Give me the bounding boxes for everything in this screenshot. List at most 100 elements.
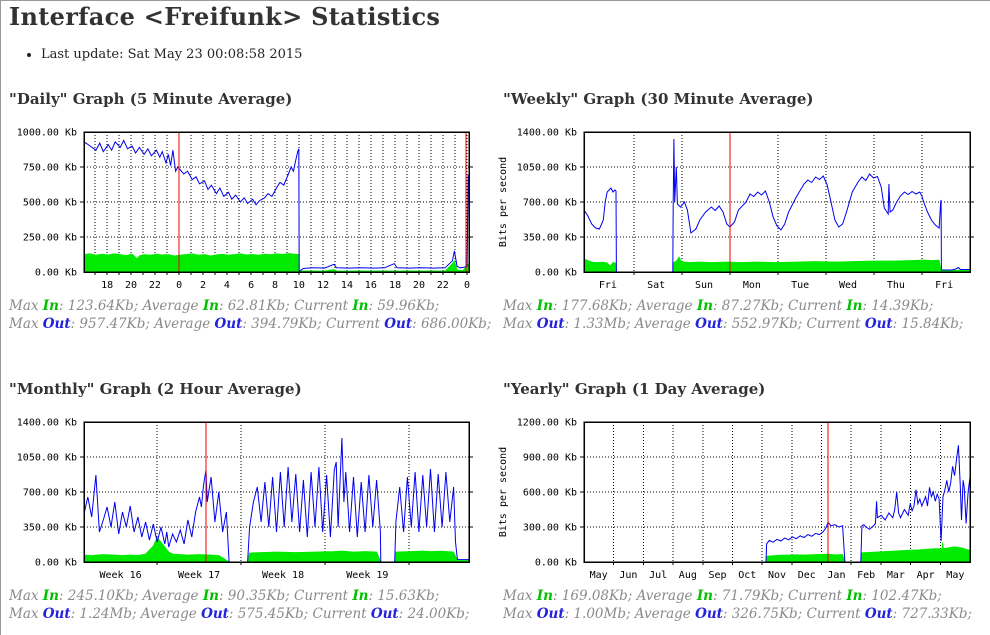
svg-text:Sep: Sep — [709, 570, 727, 581]
svg-text:Week 19: Week 19 — [346, 570, 388, 581]
stat-term-in: In — [352, 298, 369, 314]
svg-text:Nov: Nov — [768, 570, 786, 581]
graph-image-monthly: 1400.00 Kb 1050.00 Kb 700.00 Kb 350.00 Kb 0.… — [17, 418, 473, 581]
svg-text:700.00 Kb: 700.00 Kb — [523, 198, 577, 209]
stat-term-in: In — [42, 298, 59, 314]
svg-text:250.00 Kb: 250.00 Kb — [23, 233, 77, 244]
page-title: Interface <Freifunk> Statistics — [9, 2, 441, 31]
stat-line-out: Max Out: 1.24Mb; Average Out: 575.45Kb; … — [9, 606, 470, 622]
svg-text:12: 12 — [317, 280, 329, 291]
svg-text:500.00 Kb: 500.00 Kb — [23, 198, 77, 209]
svg-text:350.00 Kb: 350.00 Kb — [523, 233, 577, 244]
svg-text:300.00 Kb: 300.00 Kb — [523, 523, 577, 534]
stat-line-in: Max In: 169.08Kb; Average In: 71.79Kb; C… — [503, 588, 942, 604]
svg-text:16: 16 — [365, 280, 377, 291]
stat-term-in: In — [202, 588, 219, 604]
svg-text:Wed: Wed — [839, 280, 857, 291]
svg-text:Dec: Dec — [798, 570, 816, 581]
stat-term-out: Out — [42, 316, 71, 332]
stat-term-in: In — [846, 588, 863, 604]
stat-term-out: Out — [384, 316, 413, 332]
svg-text:20: 20 — [125, 280, 137, 291]
stat-term-in: In — [202, 298, 219, 314]
svg-text:Jun: Jun — [619, 570, 637, 581]
svg-text:Mon: Mon — [743, 280, 761, 291]
svg-text:Thu: Thu — [887, 280, 905, 291]
svg-text:Fri: Fri — [599, 280, 617, 291]
meta-list: Last update: Sat May 23 00:08:58 2015 — [15, 47, 302, 62]
svg-text:May: May — [590, 570, 608, 581]
svg-text:Tue: Tue — [791, 280, 809, 291]
last-update-value: Sat May 23 00:08:58 2015 — [127, 47, 303, 62]
stats-weekly: Max In: 177.68Kb; Average In: 87.27Kb; C… — [503, 297, 963, 333]
stat-term-out: Out — [864, 316, 893, 332]
stat-line-out: Max Out: 1.33Mb; Average Out: 552.97Kb; … — [503, 316, 964, 332]
svg-text:Jan: Jan — [827, 570, 845, 581]
svg-text:600.00 Kb: 600.00 Kb — [523, 488, 577, 499]
svg-text:2: 2 — [200, 280, 206, 291]
svg-text:20: 20 — [413, 280, 425, 291]
svg-text:Week 16: Week 16 — [99, 570, 141, 581]
svg-text:Feb: Feb — [857, 570, 875, 581]
last-update-item: Last update: Sat May 23 00:08:58 2015 — [41, 47, 302, 62]
stat-line-in: Max In: 245.10Kb; Average In: 90.35Kb; C… — [9, 588, 440, 604]
stat-term-out: Out — [536, 316, 565, 332]
stat-term-out: Out — [214, 316, 243, 332]
graph-title-yearly: "Yearly" Graph (1 Day Average) — [503, 380, 766, 398]
graph-image-yearly: 1200.00 Kb 900.00 Kb 600.00 Kb 300.00 Kb 0.0… — [498, 418, 974, 581]
svg-text:1400.00 Kb: 1400.00 Kb — [517, 128, 577, 139]
svg-text:Week 17: Week 17 — [178, 570, 220, 581]
svg-text:4: 4 — [224, 280, 230, 291]
graph-title-monthly: "Monthly" Graph (2 Hour Average) — [9, 380, 302, 398]
svg-text:Bits per second: Bits per second — [498, 157, 509, 247]
stat-term-out: Out — [695, 316, 723, 332]
stat-term-in: In — [536, 588, 553, 604]
stat-term-in: In — [352, 588, 369, 604]
last-update-label: Last update: — [41, 47, 124, 62]
svg-text:750.00 Kb: 750.00 Kb — [23, 163, 77, 174]
stat-line-in: Max In: 177.68Kb; Average In: 87.27Kb; C… — [503, 298, 934, 314]
graph-title-daily: "Daily" Graph (5 Minute Average) — [9, 90, 293, 108]
stat-term-in: In — [846, 298, 863, 314]
svg-text:22: 22 — [437, 280, 449, 291]
stat-term-out: Out — [864, 606, 893, 622]
svg-text:Sun: Sun — [695, 280, 713, 291]
svg-text:Apr: Apr — [917, 570, 935, 581]
stat-term-out: Out — [536, 606, 565, 622]
stat-line-in: Max In: 123.64Kb; Average In: 62.81Kb; C… — [9, 298, 440, 314]
svg-text:900.00 Kb: 900.00 Kb — [523, 453, 577, 464]
svg-text:Jul: Jul — [649, 570, 667, 581]
svg-text:1050.00 Kb: 1050.00 Kb — [17, 453, 77, 464]
graph-title-weekly: "Weekly" Graph (30 Minute Average) — [503, 90, 814, 108]
svg-text:0: 0 — [464, 280, 470, 291]
svg-text:10: 10 — [293, 280, 305, 291]
svg-text:Fri: Fri — [935, 280, 953, 291]
svg-text:Oct: Oct — [738, 570, 756, 581]
svg-text:Aug: Aug — [679, 570, 697, 581]
svg-text:Sat: Sat — [647, 280, 665, 291]
svg-text:18: 18 — [389, 280, 401, 291]
svg-text:0.00 Kb: 0.00 Kb — [35, 558, 77, 569]
stat-term-out: Out — [201, 606, 229, 622]
svg-text:14: 14 — [341, 280, 353, 291]
svg-text:1400.00 Kb: 1400.00 Kb — [17, 418, 77, 429]
stat-term-in: In — [42, 588, 59, 604]
stats-daily: Max In: 123.64Kb; Average In: 62.81Kb; C… — [9, 297, 491, 333]
svg-text:8: 8 — [272, 280, 278, 291]
svg-text:Week 18: Week 18 — [262, 570, 304, 581]
stat-line-out: Max Out: 1.00Mb; Average Out: 326.75Kb; … — [503, 606, 973, 622]
stats-monthly: Max In: 245.10Kb; Average In: 90.35Kb; C… — [9, 587, 469, 623]
svg-text:0.00 Kb: 0.00 Kb — [535, 558, 577, 569]
svg-text:700.00 Kb: 700.00 Kb — [23, 488, 77, 499]
svg-text:0.00 Kb: 0.00 Kb — [35, 268, 77, 279]
svg-text:1200.00 Kb: 1200.00 Kb — [517, 418, 577, 429]
svg-text:1050.00 Kb: 1050.00 Kb — [517, 163, 577, 174]
stat-line-out: Max Out: 957.47Kb; Average Out: 394.79Kb… — [9, 316, 492, 332]
stat-term-out: Out — [42, 606, 71, 622]
svg-text:Bits per second: Bits per second — [498, 447, 509, 537]
svg-text:0: 0 — [176, 280, 182, 291]
svg-text:0.00 Kb: 0.00 Kb — [535, 268, 577, 279]
stat-term-out: Out — [695, 606, 723, 622]
stat-term-out: Out — [370, 606, 399, 622]
